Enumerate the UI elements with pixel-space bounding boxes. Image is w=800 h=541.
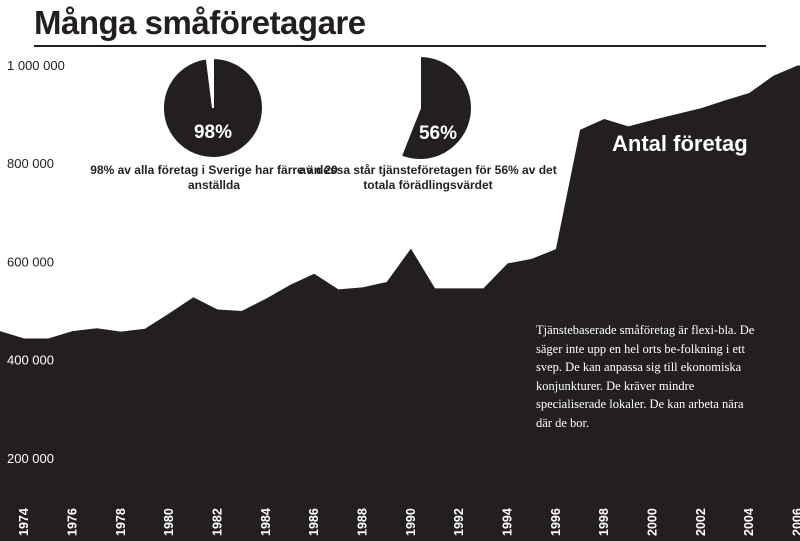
x-tick-label: 2004: [742, 508, 756, 536]
title-rule: [34, 45, 766, 47]
x-tick-label: 2002: [694, 508, 708, 536]
pie-caption-1: 98% av alla företag i Sverige har färre …: [90, 163, 338, 192]
pie-98-label: 98%: [194, 122, 232, 143]
area-series: [0, 65, 800, 541]
x-tick-label: 1990: [404, 508, 418, 536]
pie-56-label: 56%: [419, 123, 457, 144]
y-tick-label: 800 000: [7, 156, 54, 171]
pie-56-slice: [399, 54, 473, 161]
x-tick-label: 1986: [307, 508, 321, 536]
y-tick-label: 600 000: [7, 254, 54, 269]
x-tick-label: 1982: [211, 508, 225, 536]
pie-caption-2: av dessa står tjänsteföretagen för 56% a…: [299, 163, 557, 192]
x-tick-label: 1998: [597, 508, 611, 536]
y-tick-label: 400 000: [7, 353, 54, 368]
chart-title: Många småföretagare: [34, 4, 366, 41]
y-tick-label: 200 000: [7, 451, 54, 466]
x-tick-label: 1994: [501, 508, 515, 536]
x-tick-label: 1992: [452, 508, 466, 536]
x-tick-label: 1978: [114, 508, 128, 536]
x-tick-label: 1976: [66, 508, 80, 536]
y-tick-label: 1 000 000: [7, 58, 65, 73]
x-tick-label: 2006: [791, 508, 800, 536]
x-tick-label: 1974: [17, 508, 31, 536]
pie-98-slice: [162, 56, 264, 159]
x-tick-label: 2000: [646, 508, 660, 536]
annotation-text: Tjänstebaserade småföretag är flexi-bla.…: [536, 323, 755, 430]
x-tick-label: 1988: [356, 508, 370, 536]
x-tick-label: 1984: [259, 508, 273, 536]
series-label: Antal företag: [612, 131, 748, 156]
x-tick-label: 1980: [162, 508, 176, 536]
x-tick-label: 1996: [549, 508, 563, 536]
